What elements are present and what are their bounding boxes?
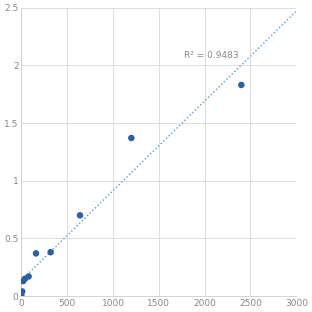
Point [129, 135, 134, 140]
Point [77, 213, 82, 218]
Point [22, 276, 27, 281]
Point [20, 289, 25, 294]
Text: R² = 0.9483: R² = 0.9483 [184, 51, 239, 60]
Point [48, 250, 53, 255]
Point [239, 82, 244, 87]
Point [21, 279, 26, 284]
Point [19, 292, 24, 297]
Point [33, 251, 38, 256]
Point [26, 274, 31, 279]
